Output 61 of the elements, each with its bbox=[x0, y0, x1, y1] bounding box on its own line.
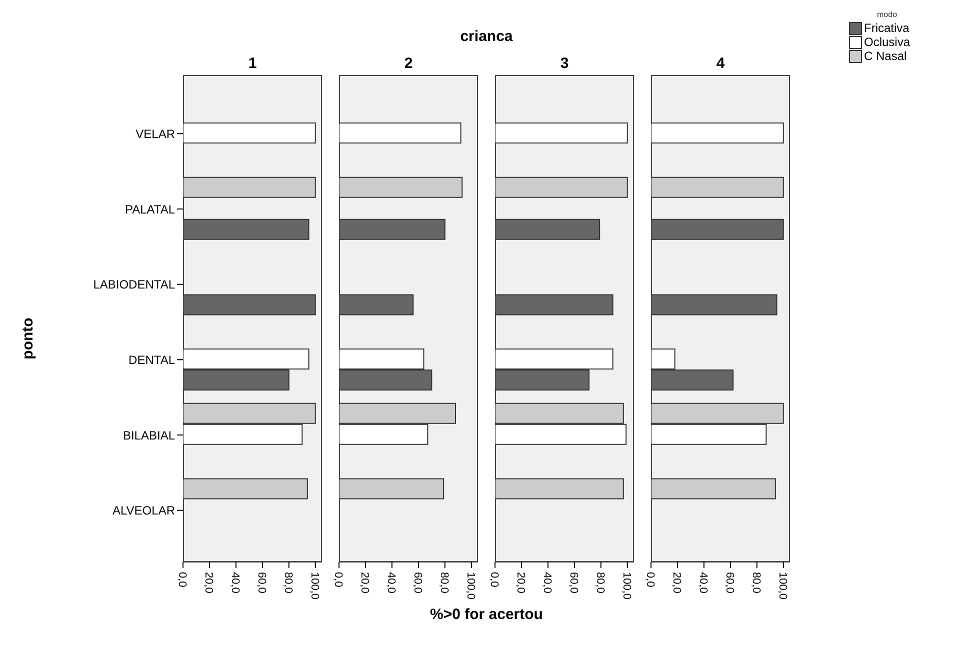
bar bbox=[183, 478, 308, 500]
bar bbox=[651, 478, 776, 500]
legend-title: modo bbox=[877, 10, 898, 19]
x-tick-label: 0,0 bbox=[176, 572, 188, 588]
bar bbox=[495, 176, 628, 198]
bar bbox=[495, 218, 600, 240]
x-tick-label: 100,0 bbox=[776, 572, 788, 600]
x-tick-label: 20,0 bbox=[202, 572, 214, 594]
x-tick-label: 80,0 bbox=[438, 572, 450, 594]
x-tick-label: 80,0 bbox=[282, 572, 294, 594]
x-tick-label: 20,0 bbox=[514, 572, 526, 594]
chart-subtitle: 3 bbox=[559, 55, 570, 72]
x-tick-label: 80,0 bbox=[750, 572, 762, 594]
y-tick-label: ALVEOLAR bbox=[112, 504, 176, 518]
x-tick-label: 40,0 bbox=[228, 572, 241, 594]
y-tick-label: DENTAL bbox=[128, 352, 176, 367]
x-tick-label: 60,0 bbox=[411, 572, 424, 594]
bar bbox=[183, 176, 316, 198]
x-tick-label: 60,0 bbox=[255, 572, 268, 594]
x-tick-label: 0,0 bbox=[488, 572, 500, 588]
bar bbox=[651, 176, 784, 198]
bar bbox=[339, 478, 444, 500]
x-tick-label: 40,0 bbox=[696, 572, 709, 594]
bar bbox=[183, 218, 310, 240]
bar bbox=[651, 294, 778, 316]
bar bbox=[651, 122, 784, 144]
bar bbox=[183, 294, 316, 316]
bar bbox=[495, 122, 628, 144]
x-axis-title: %>0 for acertou bbox=[429, 606, 544, 623]
bar bbox=[495, 478, 624, 500]
x-tick-label: 100,0 bbox=[620, 572, 632, 600]
bar bbox=[495, 294, 614, 316]
y-axis-title: ponto bbox=[20, 316, 36, 362]
legend-label: Oclusiva bbox=[864, 35, 910, 49]
chart-title: crianca bbox=[459, 28, 514, 45]
bar bbox=[339, 294, 414, 316]
bar bbox=[183, 122, 316, 144]
chart-subtitle: 2 bbox=[403, 55, 414, 72]
legend-label: C Nasal bbox=[864, 49, 907, 63]
x-tick-label: 100,0 bbox=[464, 572, 476, 600]
x-tick-label: 60,0 bbox=[723, 572, 736, 594]
x-tick-label: 80,0 bbox=[594, 572, 606, 594]
x-tick-label: 0,0 bbox=[332, 572, 344, 588]
x-tick-label: 40,0 bbox=[540, 572, 553, 594]
y-tick-label: BILABIAL bbox=[122, 428, 176, 442]
y-tick-label: PALATAL bbox=[124, 202, 176, 216]
bar bbox=[339, 122, 462, 144]
chart-subtitle: 1 bbox=[247, 55, 258, 72]
bar bbox=[339, 176, 463, 198]
x-tick-label: 40,0 bbox=[384, 572, 397, 594]
bar bbox=[339, 218, 446, 240]
x-tick-label: 20,0 bbox=[670, 572, 682, 594]
x-tick-label: 100,0 bbox=[308, 572, 320, 600]
bar bbox=[651, 218, 784, 240]
chart-subtitle: 4 bbox=[715, 55, 726, 72]
x-tick-label: 60,0 bbox=[567, 572, 580, 594]
y-tick-label: LABIODENTAL bbox=[93, 278, 176, 292]
y-tick-label: VELAR bbox=[136, 126, 176, 141]
x-tick-label: 0,0 bbox=[644, 572, 656, 588]
legend-label: Fricativa bbox=[864, 21, 910, 35]
x-tick-label: 20,0 bbox=[358, 572, 370, 594]
